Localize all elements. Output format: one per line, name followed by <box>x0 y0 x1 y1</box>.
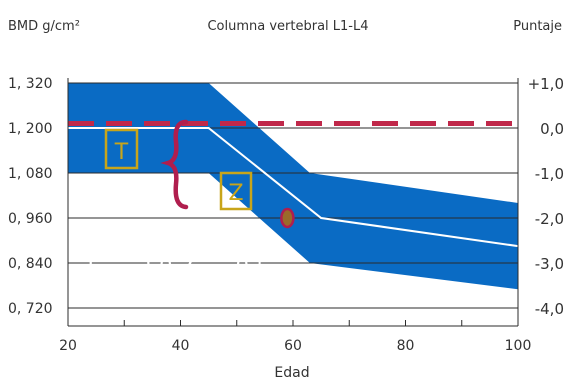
x-tick-label: 20 <box>59 338 77 354</box>
x-tick-label: 60 <box>284 338 302 354</box>
plot-area: 20 40 60 80 100 1, 320 1, 200 1, 080 0, 960 0, 84… <box>8 75 564 354</box>
chart-title: Columna vertebral L1-L4 <box>207 19 368 34</box>
y-tick-label-left: 0, 840 <box>8 256 53 272</box>
y-tick-label-left: 0, 720 <box>8 301 53 317</box>
y-tick-label-right: -1,0 <box>535 165 564 183</box>
z-score-box-label: Z <box>228 181 243 206</box>
y-tick-label-left: 1, 320 <box>8 76 53 92</box>
x-tick-label: 100 <box>505 338 532 354</box>
y-tick-label-left: 0, 960 <box>8 211 53 227</box>
t-score-brace <box>160 119 189 210</box>
scores-text: T = -2,0 Z = -0,5 <box>83 256 270 281</box>
y-tick-label-right: -3,0 <box>535 255 564 273</box>
y-tick-label-left: 1, 080 <box>8 166 53 182</box>
y-axis-label-left: BMD g/cm² <box>8 19 80 34</box>
y-tick-label-right: -2,0 <box>535 210 564 228</box>
x-tick-label: 40 <box>172 338 190 354</box>
mean-line <box>68 127 519 248</box>
reference-band <box>68 83 518 290</box>
y-tick-label-right: 0,0 <box>540 120 564 138</box>
t-score-box-label: T <box>114 140 129 165</box>
t-score-box <box>104 128 139 170</box>
y-tick-label-right: -4,0 <box>535 300 564 318</box>
y-tick-label-right: +1,0 <box>528 75 564 93</box>
z-score-box <box>219 171 253 211</box>
x-tick-label: 80 <box>397 338 415 354</box>
x-axis-label: Edad <box>274 365 309 379</box>
patient-point <box>280 207 295 229</box>
y-tick-label-left: 1, 200 <box>8 121 53 137</box>
y-axis-label-right: Puntaje <box>513 19 562 34</box>
